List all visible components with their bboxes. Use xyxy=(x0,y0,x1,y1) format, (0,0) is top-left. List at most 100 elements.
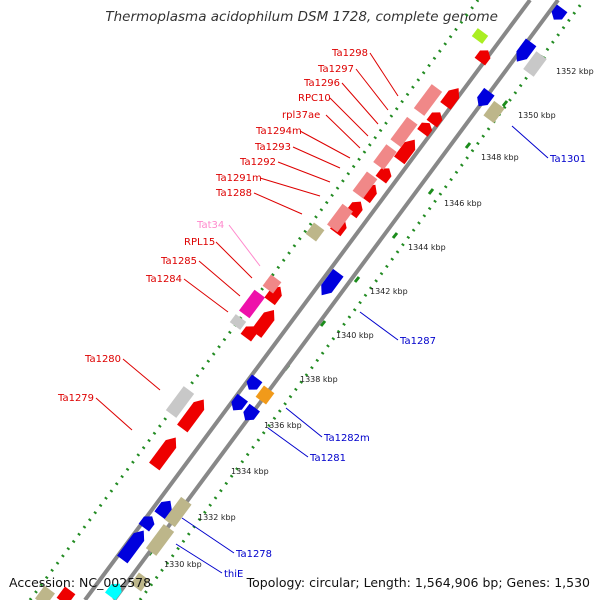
gene-box[interactable] xyxy=(56,586,76,600)
scale-tick-mark xyxy=(319,320,327,327)
gene-label[interactable]: Ta1298 xyxy=(331,48,368,59)
gene-arrow-reverse[interactable] xyxy=(512,38,537,65)
scale-tick-mark xyxy=(501,100,509,107)
gene-arrow[interactable] xyxy=(154,497,175,520)
gene-box[interactable] xyxy=(413,84,443,116)
gene-box[interactable] xyxy=(35,585,55,600)
label-leader-line xyxy=(292,146,341,169)
gene-label[interactable]: Ta1293 xyxy=(254,142,291,153)
gene-arrow-reverse[interactable] xyxy=(474,47,494,66)
gene-arrow[interactable] xyxy=(375,165,395,184)
gene-arrow-reverse[interactable] xyxy=(523,51,547,77)
gene-arrow[interactable] xyxy=(346,198,366,219)
gene-arrow[interactable] xyxy=(149,434,181,471)
label-leader-line xyxy=(215,241,253,279)
tick-dot-track xyxy=(138,0,586,600)
scale-tick-label: 1350 kbp xyxy=(518,111,556,120)
gene-label[interactable]: Ta1301 xyxy=(549,154,586,165)
gene-arrow[interactable] xyxy=(177,396,209,433)
label-leader-line xyxy=(299,130,351,159)
scale-tick-label: 1342 kbp xyxy=(370,287,408,296)
scale-tick-label: 1346 kbp xyxy=(444,199,482,208)
gene-label[interactable]: RPL15 xyxy=(184,237,215,248)
gene-label[interactable]: rpl37ae xyxy=(282,110,320,121)
gene-arrow-reverse[interactable] xyxy=(228,393,248,415)
gene-box[interactable] xyxy=(130,572,150,592)
gene-arrow[interactable] xyxy=(250,306,279,338)
gene-label[interactable]: Ta1285 xyxy=(160,256,197,267)
gene-arrow-reverse[interactable] xyxy=(473,87,495,110)
gene-label[interactable]: RPC10 xyxy=(298,93,331,104)
gene-box[interactable] xyxy=(352,171,378,199)
gene-arrow[interactable] xyxy=(240,323,260,342)
scale-tick-label: 1330 kbp xyxy=(164,560,202,569)
gene-box[interactable] xyxy=(305,222,325,242)
gene-label[interactable]: Ta1281 xyxy=(309,453,346,464)
gene-arrow-reverse[interactable] xyxy=(240,403,260,425)
scale-tick-label: 1348 kbp xyxy=(481,153,519,162)
label-leader-line xyxy=(228,224,261,267)
gene-box[interactable] xyxy=(165,386,195,418)
gene-label[interactable]: Ta1294m xyxy=(255,126,302,137)
gene-box[interactable] xyxy=(239,289,265,319)
gene-box[interactable] xyxy=(390,116,418,148)
gene-arrow-reverse[interactable] xyxy=(255,385,275,405)
gene-arrow-reverse[interactable] xyxy=(483,100,505,124)
gene-label[interactable]: Ta1278 xyxy=(235,549,272,560)
gene-arrow[interactable] xyxy=(138,513,158,532)
scale-tick-label: 1352 kbp xyxy=(556,67,594,76)
gene-arrow-reverse[interactable] xyxy=(549,4,568,24)
scale-tick-mark xyxy=(464,142,472,149)
gene-label[interactable]: Ta1282m xyxy=(323,433,370,444)
gene-box[interactable] xyxy=(229,314,247,330)
gene-arrow[interactable] xyxy=(394,136,420,165)
label-leader-lines xyxy=(95,52,549,574)
gene-arrow[interactable] xyxy=(417,119,435,137)
label-leader-line xyxy=(325,114,361,149)
label-leader-line xyxy=(277,161,331,183)
gene-arrow-reverse[interactable] xyxy=(244,374,263,394)
label-leader-line xyxy=(359,311,399,341)
label-leader-line xyxy=(285,407,323,438)
gene-features[interactable] xyxy=(35,4,568,600)
scale-tick-mark xyxy=(353,276,361,283)
gene-box[interactable] xyxy=(327,203,353,233)
gene-arrow[interactable] xyxy=(359,181,380,204)
label-leader-line xyxy=(259,177,321,197)
scale-tick-label: 1332 kbp xyxy=(198,513,236,522)
gene-box[interactable] xyxy=(262,274,282,294)
gene-label[interactable]: Ta1296 xyxy=(303,78,340,89)
gene-labels[interactable]: Ta1298 Ta1297 Ta1296 RPC10 rpl37ae Ta1294m Ta1… xyxy=(57,48,586,580)
gene-arrow[interactable] xyxy=(264,283,285,306)
gene-arrow[interactable] xyxy=(105,580,125,600)
gene-arrow-reverse[interactable] xyxy=(316,268,344,299)
gene-label[interactable]: Ta1297 xyxy=(317,64,354,75)
scale-tick-label: 1338 kbp xyxy=(300,375,338,384)
gene-label[interactable]: Ta1287 xyxy=(399,336,436,347)
backbone-line xyxy=(83,0,532,600)
gene-label[interactable]: Ta1292 xyxy=(239,157,276,168)
label-leader-line xyxy=(181,517,235,554)
gene-box[interactable] xyxy=(145,524,175,556)
label-leader-line xyxy=(341,82,379,125)
gene-label[interactable]: Tat34 xyxy=(196,220,224,231)
accession-label: Accession: NC_002578 xyxy=(9,575,152,590)
gene-label[interactable]: Ta1279 xyxy=(57,393,94,404)
gene-arrow[interactable] xyxy=(440,84,464,110)
label-leader-line xyxy=(369,52,399,97)
gene-box[interactable] xyxy=(373,144,397,170)
gene-label[interactable]: thiE xyxy=(224,569,243,580)
gene-label[interactable]: Ta1284 xyxy=(145,274,182,285)
gene-box[interactable] xyxy=(164,496,192,528)
gene-label[interactable]: Ta1288 xyxy=(215,188,252,199)
gene-label[interactable]: Ta1280 xyxy=(84,354,121,365)
label-leader-line xyxy=(267,427,309,458)
label-leader-line xyxy=(253,192,303,215)
gene-arrow-reverse[interactable] xyxy=(471,28,489,44)
scale-ticks: 1352 kbp 1350 kbp 1348 kbp 1346 kbp 1344 kbp… xyxy=(147,56,594,569)
gene-arrow[interactable] xyxy=(426,109,446,128)
scale-tick-label: 1344 kbp xyxy=(408,243,446,252)
gene-label[interactable]: Ta1291m xyxy=(215,173,262,184)
gene-arrow[interactable] xyxy=(117,527,149,564)
